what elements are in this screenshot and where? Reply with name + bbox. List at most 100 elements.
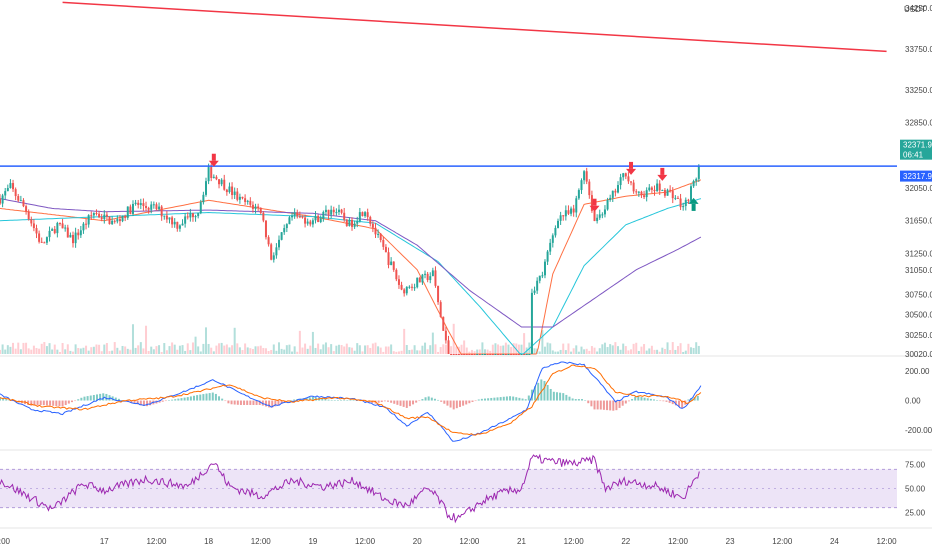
candle-body — [622, 173, 625, 178]
volume-bar — [0, 349, 1, 354]
volume-bar — [176, 349, 179, 354]
macd-histogram-bar — [433, 398, 436, 401]
signal-markers — [208, 153, 699, 212]
candle-body — [298, 216, 301, 218]
candle-body — [543, 261, 546, 276]
x-axis-tick-label: 12:00 — [355, 537, 376, 546]
volume-bar — [609, 344, 612, 354]
candle-body — [491, 354, 494, 355]
macd-histogram-bar — [646, 398, 649, 401]
candle-body — [351, 219, 354, 227]
macd-histogram-bar — [167, 400, 170, 401]
volume-bar — [223, 345, 226, 354]
macd-histogram-bar — [146, 400, 149, 407]
candle-body — [186, 216, 189, 218]
candle-body — [361, 212, 364, 217]
volume-bar — [358, 345, 361, 354]
volume-bar — [424, 342, 427, 354]
macd-histogram-bar — [484, 398, 487, 401]
volume-bar — [236, 343, 239, 354]
candle-body — [189, 213, 192, 218]
x-axis-tick-label: 18 — [204, 537, 213, 546]
macd-histogram-bar — [102, 393, 105, 401]
macd-histogram-bar — [261, 400, 264, 406]
candle-body — [53, 229, 56, 234]
macd-histogram-bar — [615, 400, 618, 411]
macd-signal-line — [0, 364, 702, 436]
macd-histogram-bar — [221, 398, 224, 401]
macd-histogram-bar — [534, 386, 537, 401]
macd-histogram-bar — [468, 400, 471, 404]
volume-bar — [74, 344, 77, 354]
candle-body — [382, 240, 385, 247]
candle-body — [301, 216, 304, 218]
macd-histogram-bar — [590, 400, 593, 407]
macd-histogram-bar — [624, 400, 627, 404]
volume-bar — [38, 348, 41, 354]
candle-body — [695, 178, 698, 182]
macd-histogram-bar — [42, 400, 45, 406]
macd-histogram-bar — [236, 400, 239, 405]
macd-histogram-bar — [58, 400, 61, 407]
volume-bar — [12, 342, 15, 354]
macd-histogram-bar — [211, 392, 214, 401]
volume-bar — [640, 346, 643, 354]
candle-body — [658, 183, 661, 191]
rsi-band-fill — [0, 469, 897, 508]
macd-histogram-bar — [321, 398, 324, 401]
volume-bar — [343, 346, 346, 354]
y-axis-tick-label: 32050.00 — [905, 184, 932, 193]
candle-body — [609, 197, 612, 200]
candle-body — [379, 233, 382, 241]
volume-bar — [309, 345, 312, 354]
candle-body — [204, 181, 207, 195]
volume-bar — [489, 350, 492, 354]
price-tag-value: 32317.97 — [903, 172, 932, 181]
grid — [0, 355, 932, 529]
macd-histogram-bar — [264, 400, 267, 407]
macd-histogram-bar — [571, 398, 574, 401]
candle-body — [645, 190, 648, 198]
candle-body — [515, 354, 518, 355]
macd-histogram-bar — [133, 400, 136, 404]
macd-histogram-bar — [393, 400, 396, 404]
macd-histogram-bar — [8, 400, 11, 401]
candle-body — [262, 212, 265, 221]
candle-body — [374, 227, 377, 235]
volume-bar — [306, 348, 309, 354]
volume-bar — [145, 325, 148, 354]
y-axis-tick-label: 30750.00 — [905, 290, 932, 299]
candle-body — [45, 237, 48, 243]
x-axis-tick-label: 24 — [830, 537, 839, 546]
candle-body — [9, 183, 12, 188]
volume-bar — [671, 342, 674, 354]
volume-bar — [43, 342, 46, 354]
y-axis-tick-label: 33750.00 — [905, 45, 932, 54]
candle-body — [405, 286, 408, 294]
macd-histogram-bar — [509, 396, 512, 401]
candle-body — [593, 210, 596, 222]
candle-body — [168, 217, 171, 220]
candle-body — [366, 212, 369, 218]
macd-histogram-bar — [465, 400, 468, 405]
candle-body — [103, 214, 106, 220]
volume-bar — [564, 350, 567, 354]
volume-bar — [598, 348, 601, 354]
volume-bar — [546, 342, 549, 354]
macd-histogram-bar — [546, 384, 549, 401]
drawings[interactable] — [0, 1, 897, 167]
candle-body — [283, 228, 286, 233]
macd-histogram-bar — [70, 400, 73, 403]
candle-body — [611, 190, 614, 198]
macd-histogram-bar — [671, 400, 674, 405]
candle-body — [56, 222, 59, 234]
volume-bar — [630, 349, 633, 354]
candle-body — [356, 221, 359, 224]
volume-bar — [590, 346, 593, 354]
candle-body — [184, 216, 187, 224]
macd-histogram-bar — [171, 399, 174, 401]
volume-bar — [108, 351, 111, 354]
candle-body — [160, 206, 163, 217]
